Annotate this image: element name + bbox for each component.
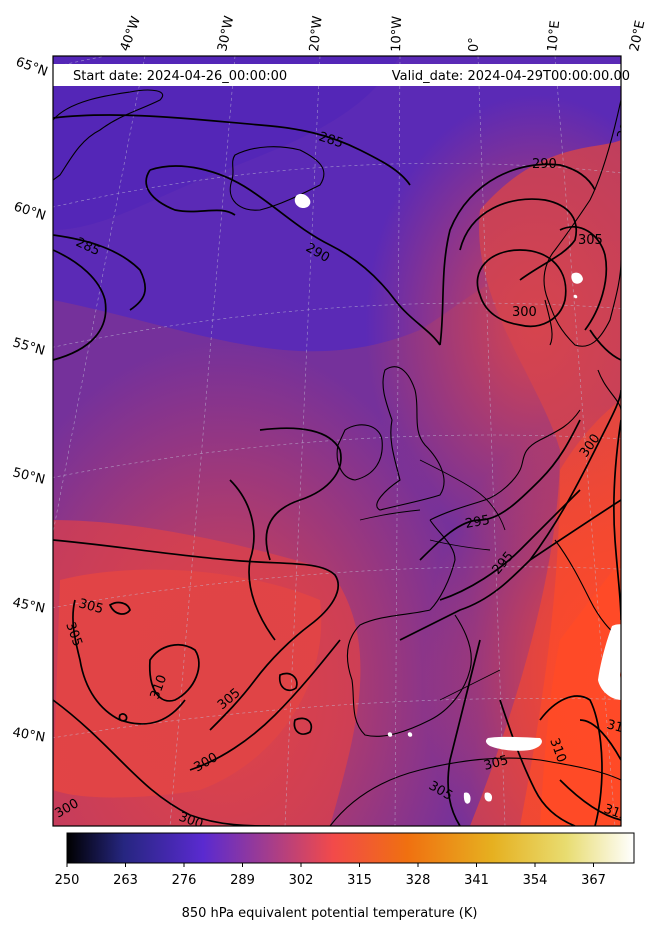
colorbar-tick-label: 263 — [113, 873, 138, 888]
contour-label: 285 — [317, 130, 345, 152]
colorbar-tick-label: 315 — [347, 873, 372, 888]
contour-label: 300 — [512, 305, 537, 320]
contour-label: 31 — [605, 717, 625, 736]
lon-label: 20°E — [627, 19, 648, 53]
contour-label: 305 — [482, 753, 510, 774]
contour-label: 295 — [464, 513, 491, 532]
header-band — [53, 64, 621, 86]
lon-label: 10°W — [389, 16, 405, 53]
longitude-labels: 40°W 30°W 20°W 10°W 0° 10°E 20°E — [118, 14, 649, 53]
map-frame — [52, 55, 622, 827]
lat-label: 45°N — [11, 595, 46, 616]
contours — [53, 114, 621, 826]
lat-label: 50°N — [11, 465, 46, 487]
valid-date-text: Valid_date: 2024-04-29T00:00:00.00 — [392, 69, 630, 84]
lon-label: 10°E — [545, 20, 563, 53]
colorbar-tick-label: 367 — [581, 873, 606, 888]
lat-label: 40°N — [11, 725, 46, 745]
colorbar-tick-label: 341 — [464, 873, 489, 888]
contour-label: 285 — [615, 113, 638, 141]
lon-label: 30°W — [215, 14, 237, 52]
colorbar-ticks: 250 263 276 289 302 315 328 341 354 367 — [55, 863, 606, 888]
lon-label: 40°W — [118, 14, 144, 53]
colorbar-gradient — [66, 832, 635, 864]
colorbar-tick-label: 302 — [289, 873, 314, 888]
colorbar-tick-label: 354 — [523, 873, 548, 888]
contour-label: 310 — [621, 513, 642, 541]
colorbar-tick-label: 250 — [55, 873, 80, 888]
start-date-text: Start date: 2024-04-26_00:00:00 — [73, 69, 287, 84]
colorbar-tick-label: 289 — [230, 873, 255, 888]
contours-thin — [359, 459, 506, 701]
lat-label: 65°N — [14, 55, 50, 80]
terrain-mask — [294, 193, 621, 804]
lon-label: 0° — [467, 37, 482, 52]
lat-label: 60°N — [12, 200, 48, 224]
colorbar-tick-label: 328 — [406, 873, 431, 888]
contour-label: 305 — [578, 233, 603, 248]
colorbar-tick-label: 276 — [172, 873, 197, 888]
contour-label: 290 — [532, 157, 557, 172]
latitude-labels: 65°N 60°N 55°N 50°N 45°N 40°N — [11, 55, 50, 746]
lon-label: 20°W — [307, 15, 326, 52]
lat-label: 55°N — [11, 335, 47, 358]
colorbar-title: 850 hPa equivalent potential temperature… — [181, 906, 478, 921]
map-field: 285 285 285 290 290 305 300 305 300 310 … — [53, 56, 642, 826]
contour-label: 305 — [77, 596, 105, 617]
coastlines — [53, 89, 621, 826]
colorbar: 250 263 276 289 302 315 328 341 354 367 — [55, 832, 635, 888]
